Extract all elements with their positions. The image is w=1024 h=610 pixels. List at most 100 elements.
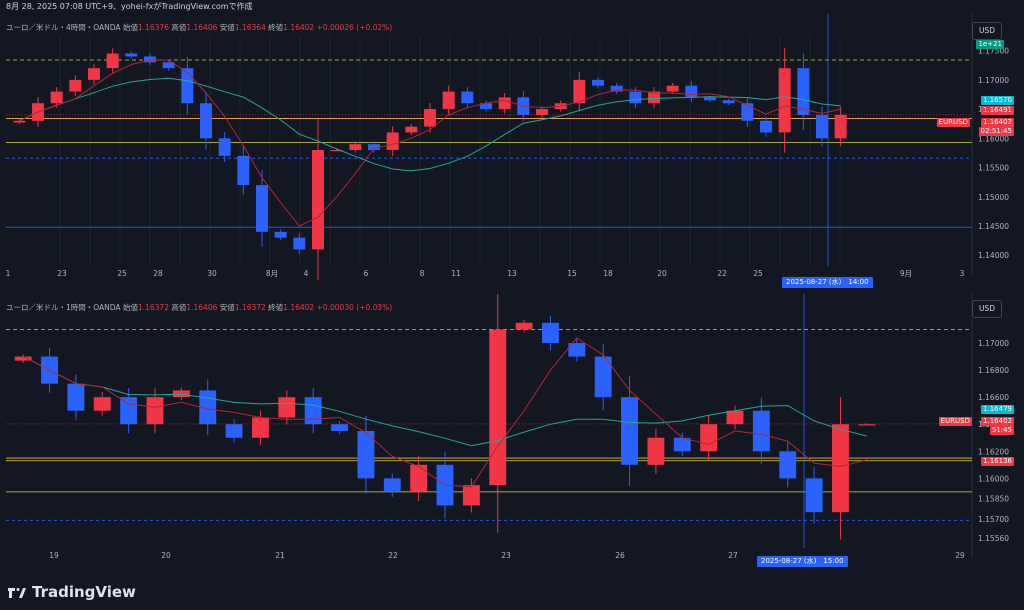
candle-body bbox=[386, 132, 399, 150]
tradingview-logo[interactable]: TradingView bbox=[6, 580, 136, 604]
pane2-ohlc-open: 1.16372 bbox=[137, 303, 169, 312]
chart-pane-1h[interactable]: 1.170001.168001.166001.164001.162001.160… bbox=[0, 294, 1024, 576]
pane1-ohlc-close: 1.16402 bbox=[283, 23, 315, 32]
date-tick-label: 23 bbox=[501, 551, 511, 560]
candle-body bbox=[125, 53, 138, 57]
pane1-ohlc-high: 1.16406 bbox=[186, 23, 218, 32]
price-tick-label: 1.17500 bbox=[978, 47, 1009, 56]
pane2-countdown: 51:45 bbox=[989, 426, 1014, 435]
candle-body bbox=[312, 150, 324, 250]
candle-body bbox=[67, 383, 85, 411]
candle-body bbox=[722, 100, 735, 104]
date-tick-label: 4 bbox=[304, 269, 309, 278]
candle-body bbox=[700, 424, 718, 452]
pane2-ohlc-open-label: 始値 bbox=[122, 303, 138, 312]
tradingview-brand: TradingView bbox=[32, 583, 136, 601]
chart-header: 8月 28, 2025 07:08 UTC+9、yohei-fxがTrading… bbox=[6, 2, 253, 11]
candle-body bbox=[424, 109, 436, 127]
price-chart-4h[interactable]: 1.175001.170001.165001.160001.155001.150… bbox=[0, 14, 1024, 290]
candle-body bbox=[648, 91, 660, 104]
pane1-ohlc-high-label: 高値 bbox=[171, 23, 187, 32]
candle-body bbox=[88, 68, 100, 80]
candle-body bbox=[573, 79, 586, 104]
date-tick-label: 23 bbox=[57, 269, 67, 278]
candle-body bbox=[274, 231, 287, 238]
candle-body bbox=[834, 114, 847, 139]
date-tick-label: 22 bbox=[388, 551, 398, 560]
price-tick-label: 1.15850 bbox=[978, 495, 1009, 504]
pane2-tag-yellow: 1.16136 bbox=[981, 457, 1014, 466]
date-tick-label: 25 bbox=[117, 269, 127, 278]
pane2-legend: ユーロ／米ドル・1時間・OANDA 始値1.16372 高値1.16406 安値… bbox=[6, 302, 392, 313]
candle-body bbox=[144, 56, 156, 63]
pane2-ohlc-close-label: 終値 bbox=[268, 303, 284, 312]
candle-body bbox=[93, 397, 111, 411]
candle-body bbox=[304, 397, 322, 425]
candle-body bbox=[461, 91, 474, 104]
date-tick-label: 8 bbox=[420, 269, 425, 278]
pane2-currency-button[interactable]: USD bbox=[972, 300, 1002, 318]
date-tick-label: 26 bbox=[615, 551, 625, 560]
candle-body bbox=[480, 103, 492, 110]
price-tick-label: 1.16800 bbox=[978, 366, 1009, 375]
candle-body bbox=[442, 91, 455, 110]
candle-body bbox=[172, 390, 190, 398]
pane1-badge: 1e+21 bbox=[976, 40, 1004, 49]
candle-body bbox=[741, 103, 754, 121]
price-tick-label: 1.17000 bbox=[978, 76, 1009, 85]
pane1-currency-button[interactable]: USD bbox=[972, 22, 1002, 40]
pane1-tag-current: 1.16402 bbox=[981, 118, 1014, 127]
candle-body bbox=[489, 329, 507, 486]
candle-body bbox=[69, 79, 82, 92]
date-tick-label: 6 bbox=[364, 269, 369, 278]
moving-average-short bbox=[19, 59, 841, 227]
date-tick-label: 1 bbox=[6, 269, 11, 278]
pane2-ohlc-close: 1.16402 bbox=[283, 303, 315, 312]
candle-body bbox=[146, 397, 164, 425]
price-tick-label: 1.15000 bbox=[978, 193, 1009, 202]
candle-body bbox=[368, 144, 380, 150]
date-tick-label: 19 bbox=[49, 551, 59, 560]
candle-body bbox=[536, 109, 548, 115]
candle-body bbox=[610, 85, 623, 92]
candle-body bbox=[726, 410, 744, 425]
candle-body bbox=[778, 68, 791, 133]
candle-body bbox=[673, 437, 691, 452]
candle-body bbox=[752, 410, 770, 452]
candle-body bbox=[349, 144, 362, 150]
chart-pane-4h[interactable]: 1.175001.170001.165001.160001.155001.150… bbox=[0, 14, 1024, 290]
price-chart-1h[interactable]: 1.170001.168001.166001.164001.162001.160… bbox=[0, 294, 1024, 576]
date-tick-label: 28 bbox=[153, 269, 163, 278]
date-tick-label: 9月 bbox=[900, 269, 912, 278]
pane1-countdown: 02:51:45 bbox=[978, 127, 1014, 136]
candle-body bbox=[237, 155, 250, 186]
tradingview-logo-icon bbox=[8, 588, 26, 598]
candle-body bbox=[779, 451, 797, 479]
date-tick-label: 8月 bbox=[266, 269, 278, 278]
pane2-crosshair-label: 2025-08-27 (水) 15:00 bbox=[757, 556, 848, 567]
date-tick-label: 3 bbox=[960, 269, 965, 278]
pane1-crosshair-label: 2025-08-27 (水) 14:00 bbox=[782, 277, 873, 288]
price-tick-label: 1.16000 bbox=[978, 474, 1009, 483]
candle-body bbox=[832, 424, 849, 513]
price-tick-label: 1.16600 bbox=[978, 393, 1009, 402]
pane1-legend: ユーロ／米ドル・4時間・OANDA 始値1.16376 高値1.16406 安値… bbox=[6, 22, 392, 33]
pane1-tag-cyan: 1.16570 bbox=[981, 96, 1014, 105]
candle-body bbox=[200, 103, 212, 139]
candle-body bbox=[410, 464, 428, 492]
candle-body bbox=[278, 397, 296, 418]
price-tick-label: 1.14000 bbox=[978, 251, 1009, 260]
date-tick-label: 27 bbox=[728, 551, 738, 560]
candle-body bbox=[252, 417, 269, 438]
pane1-tag-red: 1.16491 bbox=[981, 106, 1014, 115]
pane2-ohlc-high: 1.16406 bbox=[186, 303, 218, 312]
moving-average-short bbox=[22, 337, 867, 488]
candle-body bbox=[542, 322, 559, 344]
candle-body bbox=[805, 478, 823, 513]
candle-body bbox=[498, 97, 511, 110]
date-tick-label: 20 bbox=[161, 551, 171, 560]
candle-body bbox=[647, 437, 665, 465]
candle-body bbox=[405, 126, 418, 133]
pane2-ohlc-change: +0.00030 (+0.03%) bbox=[316, 303, 393, 312]
pane1-ohlc-open-label: 始値 bbox=[122, 23, 138, 32]
